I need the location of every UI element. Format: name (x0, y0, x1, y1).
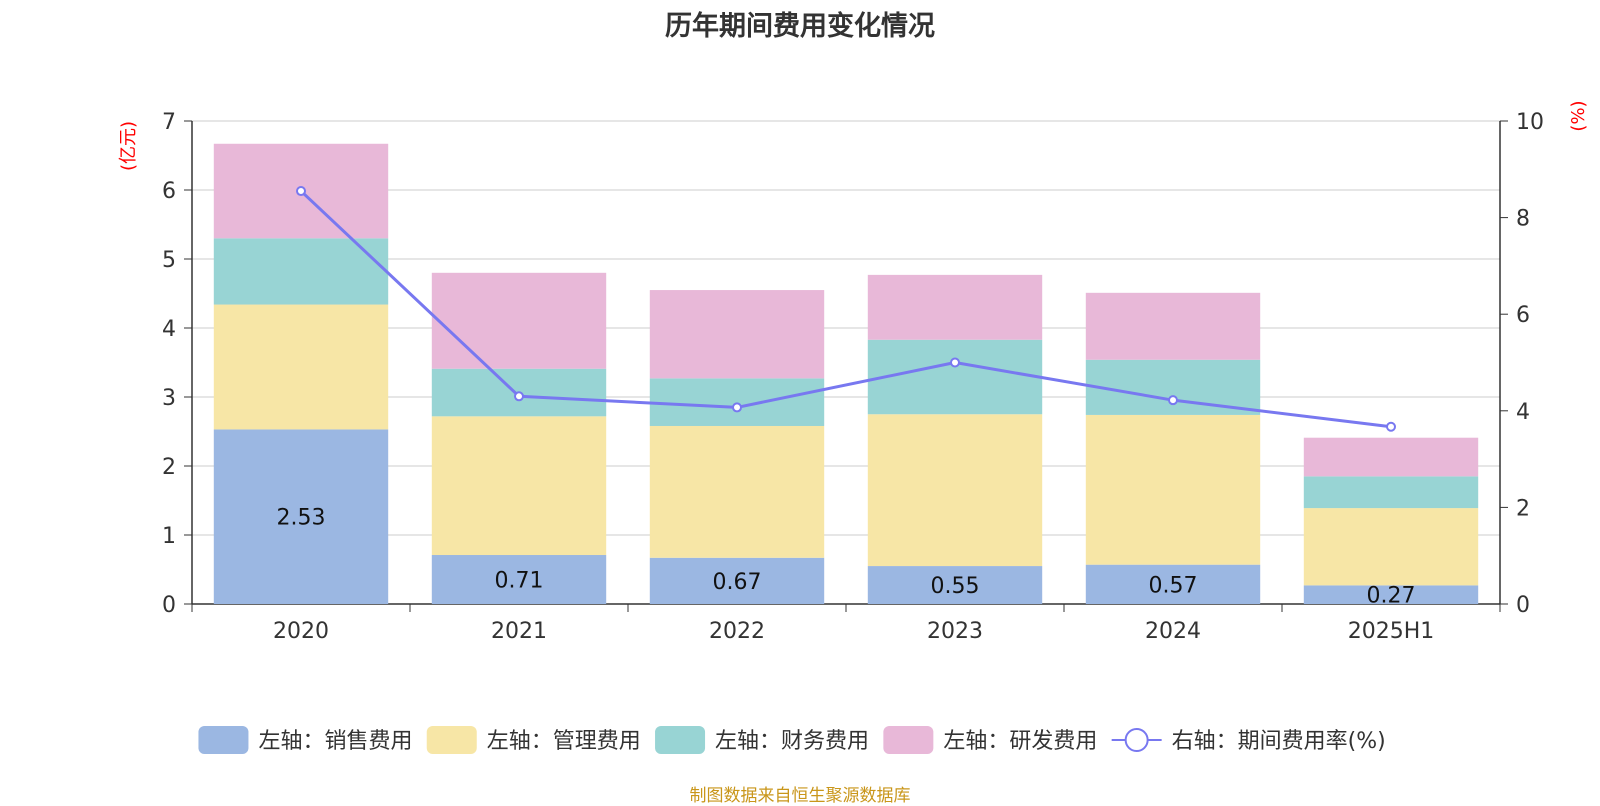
left-tick-label: 4 (162, 317, 176, 342)
bar-segment (1303, 476, 1479, 509)
bar-segment (213, 304, 389, 430)
bar-segment (1085, 564, 1261, 604)
data-label-layer: 2.53 0.71 0.67 0.55 0.57 0.27 (277, 506, 1416, 609)
chart-title: 历年期间费用变化情况 (665, 11, 935, 42)
legend-swatch (198, 726, 249, 754)
legend-label: 左轴：销售费用 (258, 729, 412, 754)
rate-point (950, 357, 960, 368)
right-tick-label: 2 (1516, 496, 1530, 521)
right-tick-label: 8 (1516, 207, 1530, 232)
bar-data-label: 2.53 (277, 506, 326, 531)
source-note: 制图数据来自恒生聚源数据库 (689, 786, 911, 806)
x-tick-label: 2022 (709, 619, 765, 644)
bar-segment (649, 425, 825, 558)
legend: 左轴：销售费用 左轴：管理费用 左轴：财务费用 左轴：研发费用 右轴：期间费用率(%) (198, 726, 1386, 754)
bar-segment (649, 557, 825, 604)
left-tick-label: 7 (162, 110, 176, 135)
right-tick-label: 0 (1516, 593, 1530, 618)
bar-segment (431, 555, 607, 604)
rate-line (299, 189, 1392, 429)
rate-point (514, 391, 524, 402)
bar-segment (867, 566, 1043, 604)
x-tick-label: 2020 (273, 619, 329, 644)
right-tick-label: 4 (1516, 400, 1530, 425)
legend-label: 左轴：研发费用 (943, 729, 1097, 754)
bar-segment (1303, 437, 1479, 477)
bar-segment (867, 414, 1043, 567)
bar-segment (1303, 585, 1479, 604)
x-tick-label: 2021 (491, 619, 547, 644)
bar-segment (649, 378, 825, 426)
legend-swatch (426, 726, 477, 754)
left-tick-label: 5 (162, 248, 176, 273)
left-axis-unit-label: (亿元) (118, 121, 139, 171)
line-layer (296, 186, 1396, 432)
left-tick-label: 6 (162, 179, 176, 204)
bar-segment (213, 429, 389, 604)
bar-layer (213, 143, 1479, 604)
bar-segment (431, 272, 607, 369)
right-tick-label: 10 (1516, 110, 1544, 135)
left-tick-label: 2 (162, 455, 176, 480)
legend-label: 左轴：财务费用 (715, 729, 869, 754)
bar-data-label: 0.67 (713, 570, 762, 595)
axis-layer: 0 1 2 3 4 5 6 7 0 2 4 6 8 10 (亿元) (%) 2020 2021 2022 2023 20… (118, 100, 1589, 644)
bar-data-label: 0.57 (1149, 573, 1198, 598)
bar-data-label: 0.55 (931, 574, 980, 599)
bar-segment (1085, 292, 1261, 360)
rate-point (1168, 395, 1178, 406)
legend-marker (1124, 728, 1149, 752)
left-tick-label: 1 (162, 524, 176, 549)
legend-label: 左轴：管理费用 (487, 729, 641, 754)
rate-point (732, 402, 742, 413)
bar-segment (213, 238, 389, 305)
bar-segment (1085, 359, 1261, 415)
x-tick-label: 2024 (1145, 619, 1201, 644)
bar-data-label: 0.27 (1367, 584, 1416, 609)
x-tick-label: 2025H1 (1348, 619, 1435, 644)
legend-swatch (655, 726, 706, 754)
bar-segment (867, 339, 1043, 415)
x-tick-label: 2023 (927, 619, 983, 644)
right-axis-unit-label: (%) (1568, 100, 1589, 131)
bar-segment (1303, 508, 1479, 586)
rate-point (296, 186, 306, 197)
right-tick-label: 6 (1516, 303, 1530, 328)
bar-data-label: 0.71 (495, 569, 544, 594)
bar-segment (1085, 414, 1261, 565)
left-tick-label: 3 (162, 386, 176, 411)
rate-point (1386, 421, 1396, 432)
bar-segment (649, 290, 825, 379)
legend-label: 右轴：期间费用率(%) (1172, 729, 1386, 754)
legend-swatch (883, 726, 934, 754)
bar-segment (431, 416, 607, 556)
left-tick-label: 0 (162, 593, 176, 618)
bar-segment (867, 274, 1043, 340)
